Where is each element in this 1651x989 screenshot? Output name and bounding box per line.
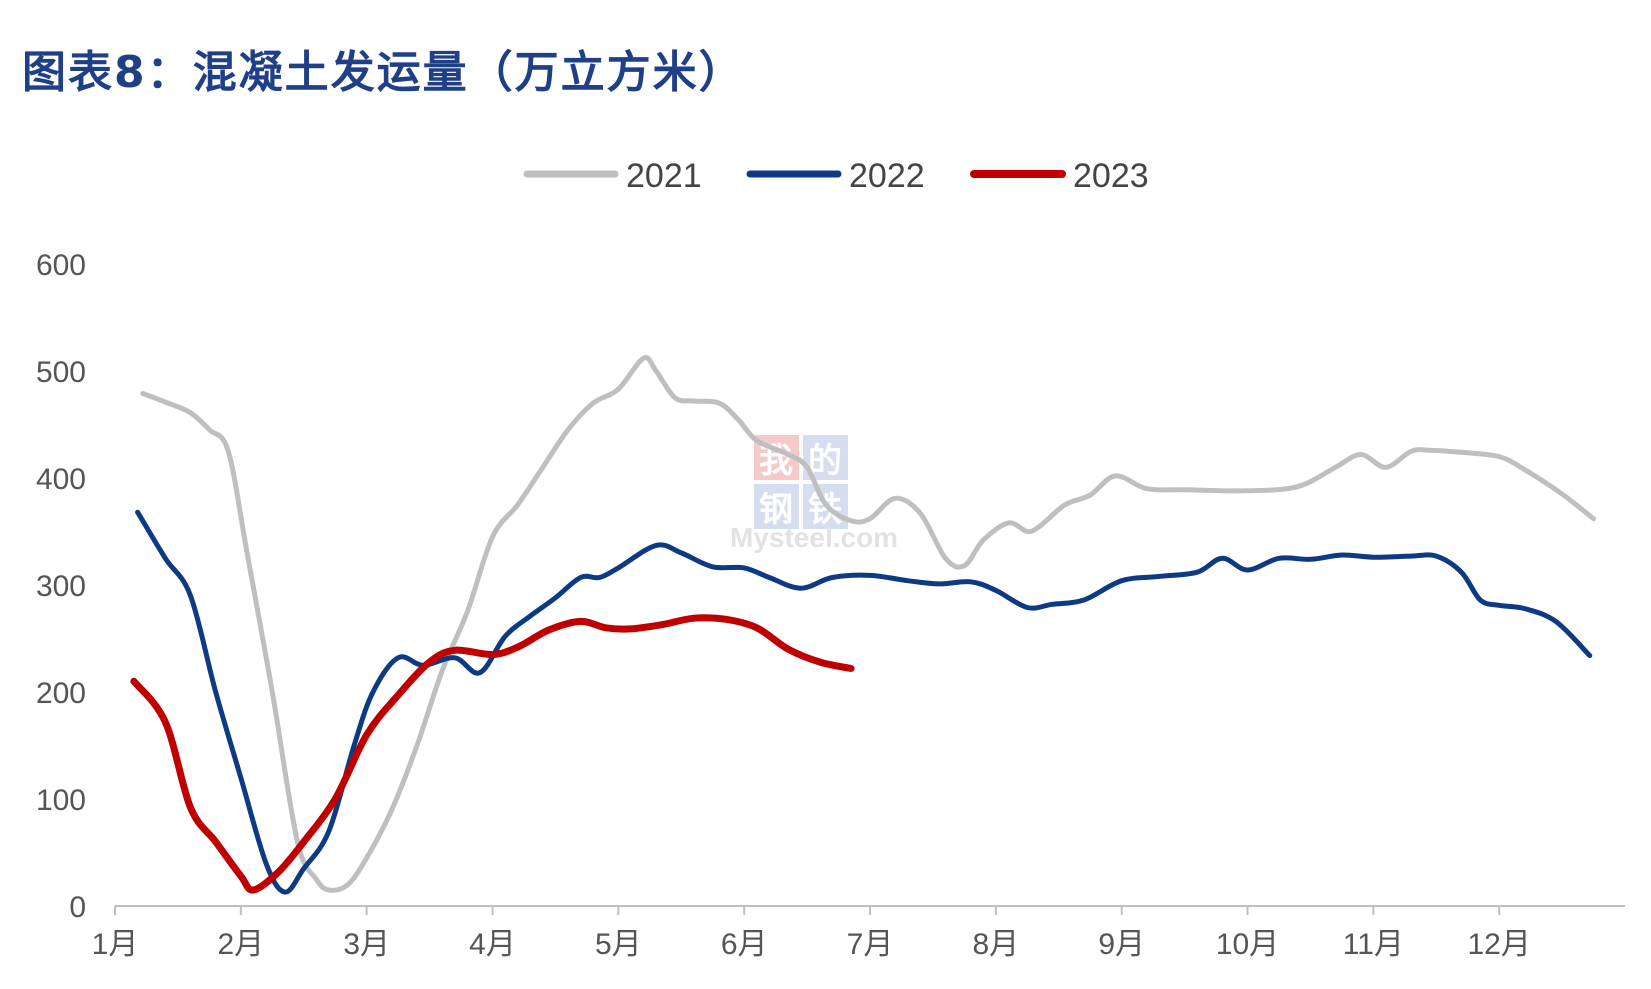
x-tick-label: 11月 [1343, 928, 1404, 961]
watermark: 我 的 钢 铁 Mysteel.com [730, 435, 898, 553]
series-group [130, 355, 1596, 895]
x-tick-label: 7月 [847, 928, 894, 961]
chart-title: 图表8：混凝土发运量（万立方米） [22, 47, 745, 98]
series-line-2023 [130, 614, 855, 894]
y-tick-label: 500 [36, 356, 86, 389]
legend: 2021 2022 2023 [523, 157, 1149, 195]
x-tick-label: 6月 [721, 928, 768, 961]
watermark-char-4: 铁 [808, 490, 842, 530]
x-tick-label: 8月 [972, 928, 1019, 961]
watermark-box-3 [754, 484, 799, 529]
x-tick-label: 5月 [595, 928, 642, 961]
y-tick-label: 300 [36, 570, 86, 603]
series-line-2021 [140, 355, 1596, 893]
watermark-char-3: 钢 [759, 490, 793, 530]
x-tick-label: 9月 [1098, 928, 1145, 961]
x-tick-label: 12月 [1467, 928, 1530, 961]
y-tick-label: 0 [69, 891, 86, 924]
x-tick-label: 2月 [217, 928, 264, 961]
legend-label-2021: 2021 [626, 157, 702, 195]
x-tick-label: 4月 [469, 928, 516, 961]
y-tick-label: 100 [36, 784, 86, 817]
y-tick-label: 200 [36, 677, 86, 710]
axes: 0 100 200 300 400 500 600 1月 2月 3月 4月 5月 6月 7月 8月 9月 10月… [36, 249, 1625, 961]
y-tick-label: 400 [36, 463, 86, 496]
legend-label-2022: 2022 [849, 157, 925, 195]
y-tick-label: 600 [36, 249, 86, 282]
legend-label-2023: 2023 [1073, 157, 1149, 195]
series-line-2022 [135, 509, 1593, 895]
x-tick-label: 1月 [92, 928, 139, 961]
watermark-text: Mysteel.com [730, 522, 898, 553]
x-tick-label: 3月 [343, 928, 390, 961]
x-tick-label: 10月 [1216, 928, 1279, 961]
